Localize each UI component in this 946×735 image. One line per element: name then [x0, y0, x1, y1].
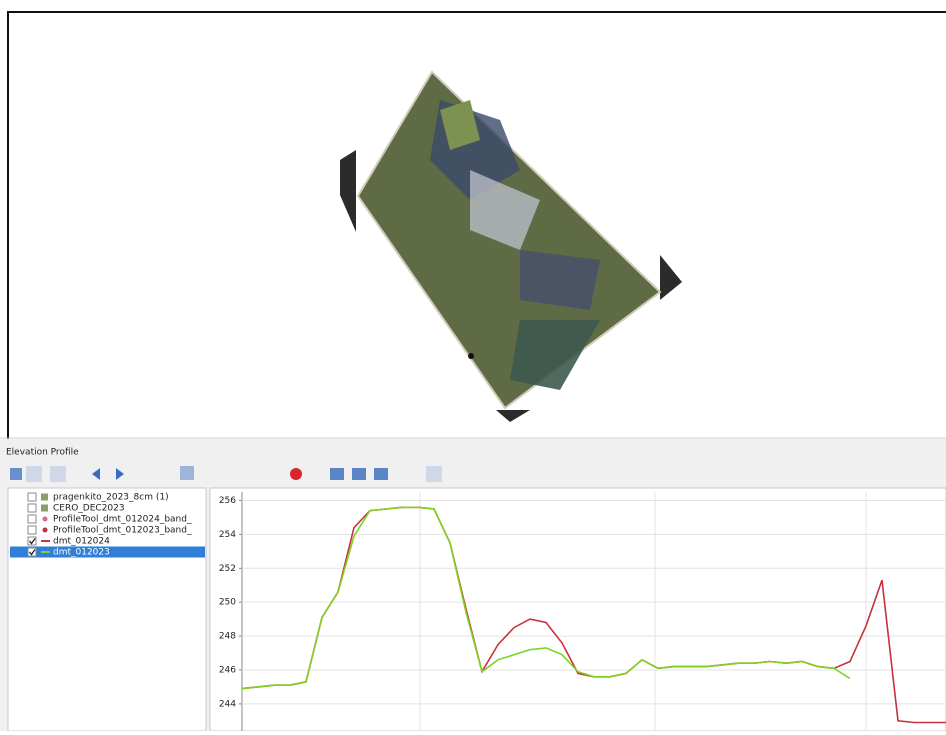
tool-button[interactable] — [352, 468, 366, 480]
tool-button[interactable] — [26, 466, 42, 482]
profile-line — [241, 506, 851, 690]
layer-checkbox[interactable] — [27, 514, 37, 524]
map-artifact — [340, 150, 356, 232]
map-canvas — [340, 70, 682, 422]
tool-button[interactable] — [10, 468, 22, 480]
layer-icon — [42, 527, 48, 533]
layer-checkbox[interactable] — [27, 547, 37, 557]
tool-button[interactable] — [92, 468, 100, 480]
layer-name: ProfileTool_dmt_012023_band_ — [53, 526, 192, 536]
map-artifact — [660, 255, 682, 300]
toolbar — [10, 466, 442, 482]
layer-checkbox[interactable] — [27, 492, 37, 502]
tool-button[interactable] — [330, 468, 344, 480]
layer-icon — [41, 493, 48, 501]
y-tick-label: 252 — [219, 564, 236, 574]
layer-name: CERO_DEC2023 — [53, 504, 125, 514]
aerial-detail — [510, 320, 600, 390]
layer-checkbox[interactable] — [27, 525, 37, 535]
selection-highlight — [10, 546, 205, 558]
vertical-grid — [419, 492, 867, 731]
tool-button[interactable] — [116, 468, 124, 480]
layer-tree — [7, 487, 207, 732]
layer-name: pragenkito_2023_8cm (1) — [53, 493, 169, 503]
layer-icon — [42, 516, 48, 522]
layer-name: dmt_012023 — [53, 548, 110, 558]
layer-icon — [41, 504, 48, 512]
map-artifact — [496, 410, 530, 422]
y-tick-label: 250 — [219, 598, 236, 608]
y-tick-label: 246 — [219, 665, 236, 675]
layer-checkbox[interactable] — [27, 536, 37, 546]
tool-button[interactable] — [50, 466, 66, 482]
layer-name: dmt_012024 — [53, 537, 110, 547]
aerial-detail — [440, 100, 480, 150]
tool-button[interactable] — [290, 468, 302, 480]
aerial-detail — [470, 170, 540, 250]
y-tick-label: 244 — [219, 699, 236, 709]
y-tick-label: 254 — [219, 530, 236, 540]
layer-checkbox[interactable] — [27, 503, 37, 513]
layer-name: ProfileTool_dmt_012024_band_ — [53, 515, 192, 525]
tool-button[interactable] — [374, 468, 388, 480]
aerial-detail — [520, 250, 600, 310]
tool-button[interactable] — [426, 466, 442, 482]
checkmark — [28, 549, 36, 556]
tool-button[interactable] — [180, 466, 194, 480]
panel-title: Elevation Profile — [6, 448, 79, 458]
y-tick-label: 248 — [219, 632, 236, 642]
checkmark — [28, 538, 36, 545]
y-tick-label: 256 — [219, 496, 236, 506]
map-artifact — [468, 353, 474, 359]
profile-chart — [209, 487, 946, 732]
